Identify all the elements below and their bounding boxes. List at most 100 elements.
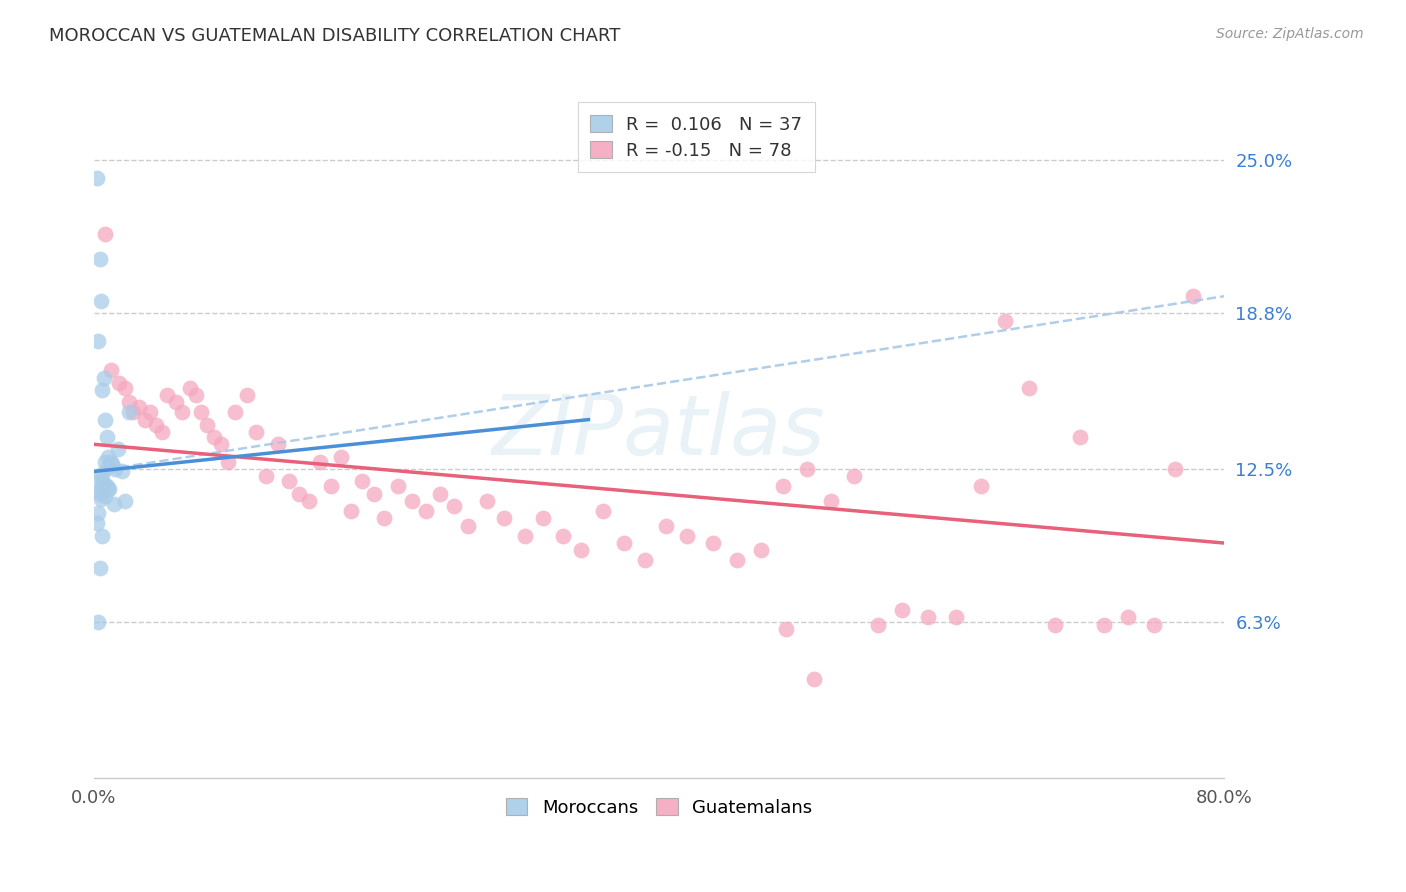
Point [655,518,678,533]
Point [86,170,108,185]
Point [513,528,536,542]
Point [443,499,465,513]
Point [917,610,939,624]
Point [114,380,136,394]
Point [179,380,201,394]
Point [90,469,112,483]
Point [93,370,115,384]
Point [531,511,554,525]
Point [702,536,724,550]
Point [90,294,112,309]
Point [134,412,156,426]
Point [97,482,120,496]
Point [569,543,592,558]
Point [100,454,122,468]
Point [330,450,353,464]
Point [89,252,111,267]
Point [91,479,114,493]
Point [103,497,125,511]
Point [796,462,818,476]
Legend: Moroccans, Guatemalans: Moroccans, Guatemalans [499,790,820,824]
Point [970,479,993,493]
Point [749,543,772,558]
Point [87,484,110,499]
Point [352,475,374,489]
Point [122,405,145,419]
Point [118,405,141,419]
Point [165,395,187,409]
Point [245,425,267,439]
Point [94,489,117,503]
Point [217,454,239,468]
Point [87,615,110,629]
Point [93,476,115,491]
Point [820,494,842,508]
Point [373,511,395,525]
Point [89,486,111,500]
Point [235,388,257,402]
Point [1092,617,1115,632]
Point [97,450,120,464]
Text: MOROCCAN VS GUATEMALAN DISABILITY CORRELATION CHART: MOROCCAN VS GUATEMALAN DISABILITY CORREL… [49,27,620,45]
Point [91,383,114,397]
Point [1043,617,1066,632]
Point [89,560,111,574]
Point [772,479,794,493]
Point [1164,462,1187,476]
Point [277,475,299,489]
Point [363,486,385,500]
Point [139,405,162,419]
Point [145,417,167,432]
Point [676,528,699,542]
Point [170,405,193,419]
Point [104,462,127,476]
Point [156,388,179,402]
Point [101,457,124,471]
Point [90,475,112,489]
Point [475,494,498,508]
Point [96,430,118,444]
Point [551,528,574,542]
Point [90,491,112,506]
Point [87,334,110,348]
Point [224,405,246,419]
Point [86,516,108,531]
Text: ZIPatlas: ZIPatlas [492,392,825,473]
Point [309,454,332,468]
Point [298,494,321,508]
Point [775,623,797,637]
Point [288,486,311,500]
Point [107,442,129,457]
Point [613,536,636,550]
Point [114,494,136,508]
Point [98,482,121,496]
Point [128,401,150,415]
Point [415,504,437,518]
Point [401,494,423,508]
Point [184,388,207,402]
Point [725,553,748,567]
Point [254,469,277,483]
Point [93,476,115,491]
Point [91,528,114,542]
Point [592,504,614,518]
Point [94,412,117,426]
Point [118,395,141,409]
Point [111,465,134,479]
Point [100,363,122,377]
Point [1116,610,1139,624]
Point [1018,380,1040,394]
Point [94,227,117,242]
Point [340,504,363,518]
Point [945,610,967,624]
Point [96,479,118,493]
Point [994,314,1017,328]
Point [87,507,110,521]
Point [1069,430,1091,444]
Point [266,437,288,451]
Point [492,511,515,525]
Point [842,469,865,483]
Point [803,672,825,686]
Point [891,603,914,617]
Point [457,518,479,533]
